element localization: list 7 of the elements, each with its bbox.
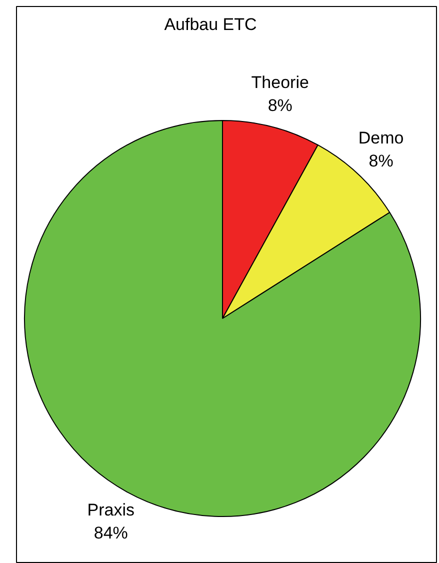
data-label: 8% (368, 152, 394, 171)
slice-label: Theorie (251, 73, 309, 92)
data-label: 84% (94, 523, 128, 542)
chart-title: Aufbau ETC (164, 15, 257, 34)
slice-label: Demo (358, 128, 404, 148)
data-label: 8% (268, 96, 292, 116)
slice-label: Praxis (87, 500, 135, 520)
